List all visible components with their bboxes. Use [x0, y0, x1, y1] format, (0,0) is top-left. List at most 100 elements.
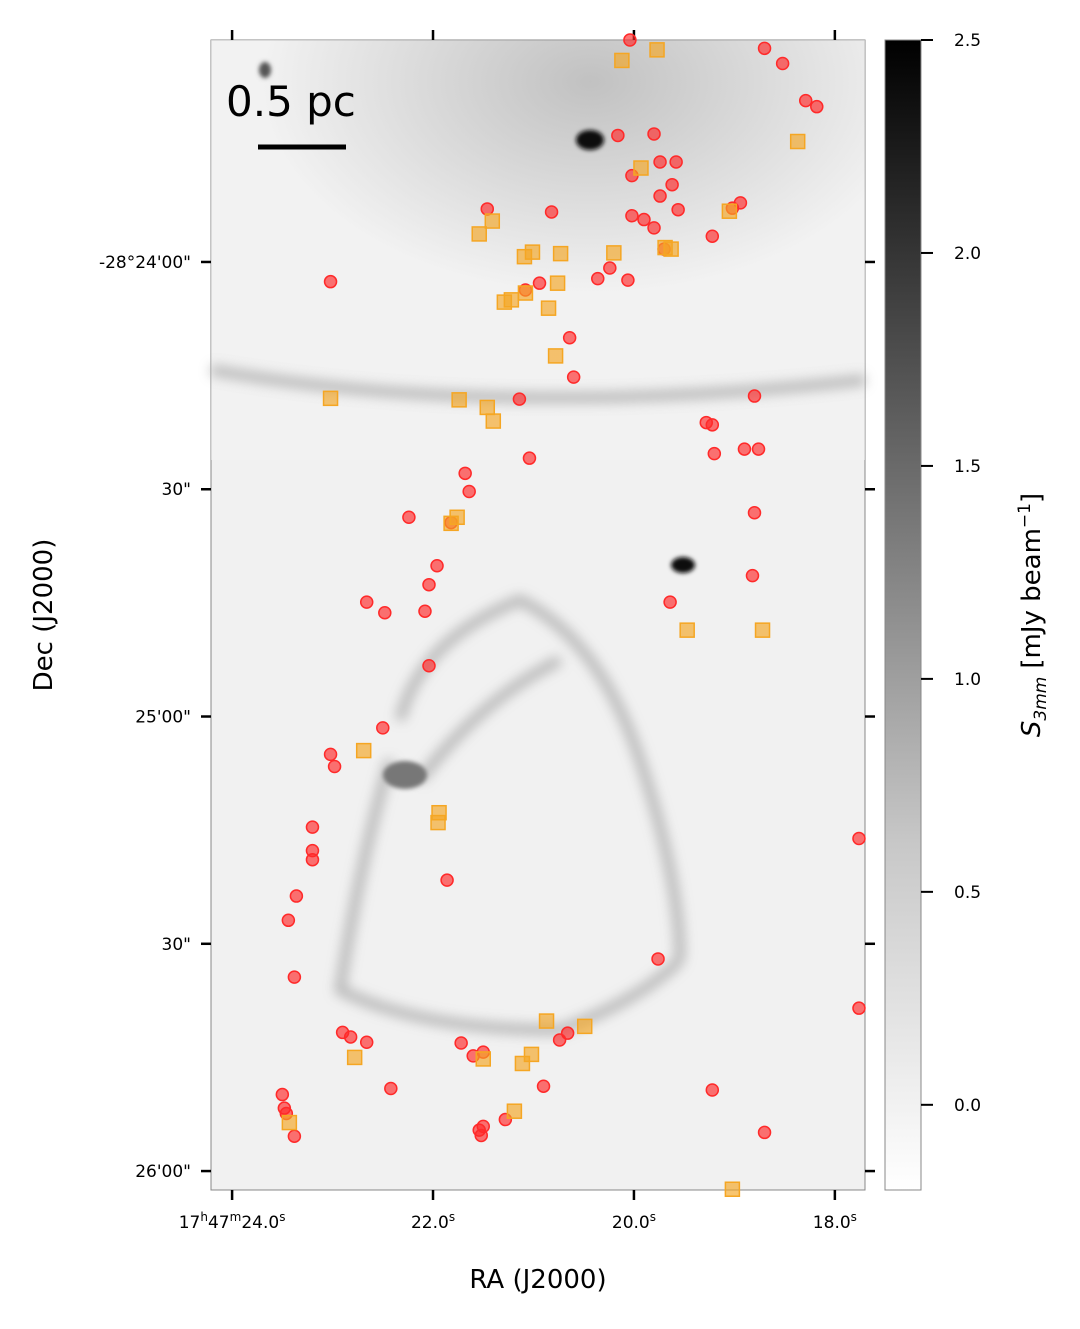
- colorbar-tick-label: 0.0: [954, 1096, 981, 1116]
- square-marker: [346, 1049, 363, 1066]
- circle-marker: [458, 466, 472, 481]
- circle-marker: [376, 721, 390, 735]
- circle-marker: [705, 418, 720, 432]
- circle-marker: [462, 484, 476, 499]
- circle-marker: [562, 330, 577, 345]
- circle-marker: [378, 605, 392, 620]
- circle-marker: [798, 93, 813, 108]
- circle-marker: [281, 913, 296, 928]
- circle-marker: [422, 577, 436, 592]
- marker-series: [281, 42, 806, 1197]
- square-marker: [485, 413, 502, 429]
- square-marker: [724, 1181, 741, 1197]
- circle-marker: [323, 274, 338, 289]
- colorbar-tick-label: 2.5: [954, 31, 981, 51]
- circle-marker: [359, 1035, 374, 1050]
- circle-marker: [402, 510, 416, 525]
- circle-marker: [737, 442, 752, 456]
- circle-marker: [611, 128, 625, 143]
- colorbar-symbol: S: [1017, 721, 1047, 738]
- circle-marker: [623, 33, 637, 47]
- colorbar-tick-label: 1.0: [954, 670, 981, 690]
- circle-marker: [289, 889, 304, 903]
- square-marker: [443, 515, 459, 532]
- circle-marker: [751, 442, 766, 456]
- circle-marker: [663, 595, 677, 609]
- circle-marker: [665, 177, 679, 192]
- circle-marker: [305, 852, 320, 867]
- circle-marker: [621, 273, 635, 287]
- circle-marker: [566, 370, 581, 384]
- colorbar-unit: [mJy beam: [1017, 528, 1047, 669]
- image: [210, 39, 866, 1191]
- circle-marker: [287, 970, 302, 984]
- square-marker: [506, 1103, 523, 1119]
- circle-marker: [625, 209, 639, 223]
- circle-marker: [287, 1129, 302, 1143]
- circle-marker: [653, 189, 667, 203]
- circle-marker: [669, 155, 683, 169]
- circle-marker: [422, 659, 436, 673]
- square-marker: [721, 203, 738, 219]
- colorbar-label: S3mm [mJy beam−1]: [1015, 493, 1051, 737]
- colorbar-tick-label: 0.5: [954, 883, 981, 903]
- square-marker: [606, 245, 622, 261]
- square-marker: [281, 1114, 298, 1131]
- circle-marker: [775, 56, 790, 71]
- circle-marker: [327, 759, 342, 774]
- circle-marker: [745, 568, 760, 583]
- square-marker: [552, 245, 569, 262]
- square-marker: [503, 292, 520, 308]
- colorbar: [884, 39, 922, 1191]
- circle-marker: [591, 271, 605, 286]
- colorbar-subscript: 3mm: [1031, 677, 1051, 721]
- square-marker: [754, 622, 771, 638]
- square-marker: [516, 248, 533, 265]
- x-tick-label: 20.0s: [612, 1210, 656, 1233]
- circle-marker: [359, 595, 374, 609]
- square-marker: [540, 300, 557, 316]
- y-tick-label: -28°24'00": [99, 253, 191, 273]
- circle-marker: [440, 873, 454, 887]
- circle-marker: [653, 155, 667, 169]
- circle-marker: [532, 276, 547, 290]
- y-tick-label: 26'00": [135, 1162, 191, 1182]
- square-marker: [547, 348, 564, 364]
- circle-marker: [747, 505, 762, 520]
- square-marker: [679, 622, 695, 638]
- circle-marker: [536, 1079, 551, 1093]
- square-marker: [517, 285, 534, 301]
- circle-marker: [852, 1001, 866, 1015]
- square-marker: [451, 392, 467, 408]
- circle-marker: [637, 212, 651, 227]
- square-marker: [479, 399, 496, 416]
- square-marker: [475, 1051, 491, 1067]
- circle-marker: [512, 392, 527, 406]
- square-marker: [484, 213, 501, 229]
- circle-marker: [480, 202, 495, 216]
- colorbar-superscript: −1: [1015, 503, 1035, 528]
- y-axis-label: Dec (J2000): [29, 539, 59, 692]
- colorbar-tick-label: 2.0: [954, 244, 981, 264]
- square-marker: [633, 160, 649, 176]
- x-tick-label: 17h47m24.0s: [179, 1210, 286, 1233]
- circle-marker: [852, 831, 866, 846]
- y-tick-label: 30": [162, 935, 191, 955]
- square-marker: [576, 1018, 593, 1035]
- x-axis-label: RA (J2000): [469, 1265, 606, 1295]
- circle-marker: [707, 446, 722, 461]
- circle-marker: [647, 221, 661, 235]
- square-marker: [789, 133, 806, 150]
- circle-marker: [603, 261, 617, 275]
- circle-marker: [705, 229, 720, 243]
- circle-marker: [430, 559, 444, 573]
- square-marker: [649, 42, 665, 58]
- square-marker: [538, 1013, 555, 1029]
- y-tick-label: 30": [162, 480, 191, 500]
- scalebar-label: 0.5 pc: [226, 77, 356, 126]
- circle-marker: [418, 604, 432, 618]
- circle-marker: [343, 1030, 358, 1044]
- circle-marker: [323, 747, 338, 762]
